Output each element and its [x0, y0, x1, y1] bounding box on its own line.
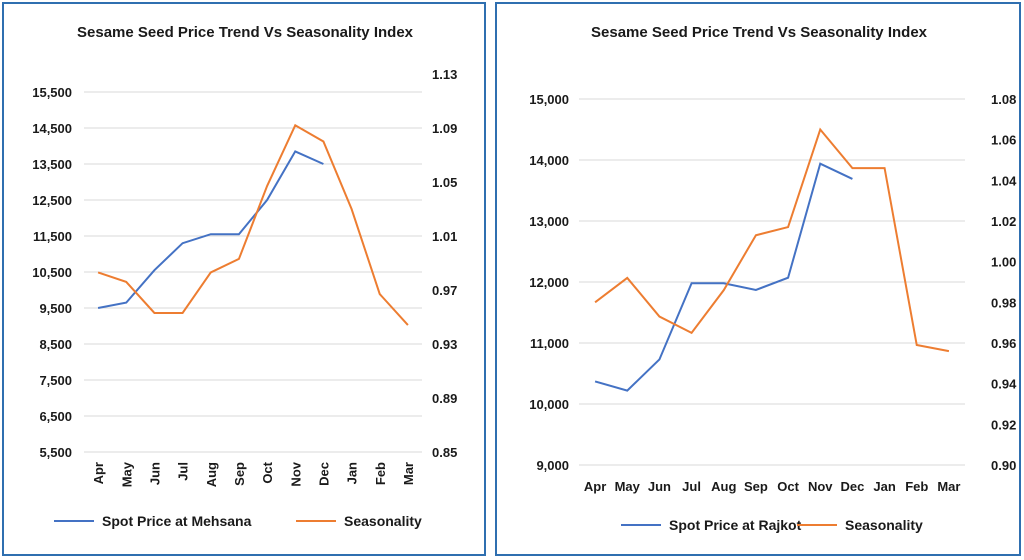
x-category-label: May — [615, 479, 641, 494]
series-line-spot-price — [97, 150, 324, 309]
y-right-tick-label: 1.02 — [991, 214, 1016, 229]
x-category-label: Feb — [373, 462, 388, 485]
x-category-label: Mar — [937, 479, 960, 494]
chart-panel-mehsana: Sesame Seed Price Trend Vs Seasonality I… — [2, 2, 486, 556]
chart-title: Sesame Seed Price Trend Vs Seasonality I… — [77, 24, 414, 41]
x-category-label: May — [119, 461, 134, 487]
y-left-tick-label: 5,500 — [39, 445, 72, 460]
x-category-label: Nov — [288, 461, 303, 486]
y-right-tick-label: 1.06 — [991, 133, 1016, 148]
chart-panel-rajkot: Sesame Seed Price Trend Vs Seasonality I… — [495, 2, 1021, 556]
y-right-tick-label: 1.01 — [432, 229, 457, 244]
x-category-label: Mar — [401, 462, 416, 485]
x-category-label: Aug — [711, 479, 736, 494]
y-left-tick-label: 11,000 — [530, 336, 569, 351]
y-right-tick-label: 1.13 — [432, 67, 457, 82]
legend-label: Seasonality — [845, 517, 923, 533]
y-left-tick-label: 10,500 — [32, 265, 72, 280]
y-right-tick-label: 0.89 — [432, 391, 457, 406]
y-left-tick-label: 7,500 — [39, 373, 72, 388]
series-line-spot-price — [594, 162, 853, 392]
y-right-tick-label: 0.85 — [432, 445, 457, 460]
y-right-tick-label: 0.98 — [991, 295, 1016, 310]
y-right-tick-label: 0.93 — [432, 337, 457, 352]
y-right-tick-label: 1.00 — [991, 255, 1016, 270]
y-right-tick-label: 1.04 — [991, 173, 1017, 188]
y-left-tick-label: 11,500 — [33, 229, 72, 244]
y-left-tick-label: 9,000 — [536, 458, 569, 473]
x-category-label: Apr — [584, 479, 606, 494]
series-line-seasonality — [594, 127, 950, 353]
legend-label: Seasonality — [344, 513, 422, 529]
y-left-tick-label: 8,500 — [39, 337, 72, 352]
y-left-tick-label: 15,000 — [529, 92, 569, 107]
chart-title: Sesame Seed Price Trend Vs Seasonality I… — [591, 24, 928, 41]
y-left-tick-label: 12,500 — [32, 193, 72, 208]
y-right-tick-label: 0.92 — [991, 417, 1016, 432]
y-left-tick-label: 13,000 — [529, 214, 569, 229]
y-right-tick-label: 0.94 — [991, 377, 1017, 392]
y-left-tick-label: 14,500 — [32, 121, 72, 136]
x-category-label: Oct — [777, 479, 799, 494]
x-category-label: Sep — [232, 462, 247, 486]
x-category-label: Jul — [176, 462, 191, 481]
legend-label: Spot Price at Rajkot — [669, 517, 802, 533]
y-right-tick-label: 0.96 — [991, 336, 1016, 351]
y-left-tick-label: 14,000 — [529, 153, 569, 168]
y-right-tick-label: 1.09 — [432, 121, 457, 136]
x-category-label: Jan — [873, 479, 895, 494]
x-category-label: Jan — [345, 462, 360, 484]
y-left-tick-label: 10,000 — [529, 397, 569, 412]
y-left-tick-label: 15,500 — [32, 85, 72, 100]
y-left-tick-label: 12,000 — [529, 275, 569, 290]
chart-mehsana: Sesame Seed Price Trend Vs Seasonality I… — [32, 24, 457, 529]
x-category-label: Jun — [147, 462, 162, 485]
x-category-label: Dec — [840, 479, 864, 494]
x-category-label: Jun — [648, 479, 671, 494]
legend-label: Spot Price at Mehsana — [102, 513, 252, 529]
chart-rajkot: Sesame Seed Price Trend Vs Seasonality I… — [529, 24, 1017, 533]
x-category-label: Nov — [808, 479, 833, 494]
y-left-tick-label: 13,500 — [32, 157, 72, 172]
x-category-label: Apr — [91, 462, 106, 484]
x-category-label: Feb — [905, 479, 928, 494]
x-category-label: Sep — [744, 479, 768, 494]
x-category-label: Jul — [682, 479, 701, 494]
y-left-tick-label: 6,500 — [39, 409, 72, 424]
x-category-label: Oct — [260, 461, 275, 483]
y-right-tick-label: 0.90 — [991, 458, 1016, 473]
series-line-seasonality — [97, 123, 409, 326]
y-right-tick-label: 0.97 — [432, 283, 457, 298]
y-right-tick-label: 1.05 — [432, 175, 457, 190]
x-category-label: Aug — [204, 462, 219, 487]
y-right-tick-label: 1.08 — [991, 92, 1016, 107]
y-left-tick-label: 9,500 — [39, 301, 72, 316]
x-category-label: Dec — [316, 462, 331, 486]
